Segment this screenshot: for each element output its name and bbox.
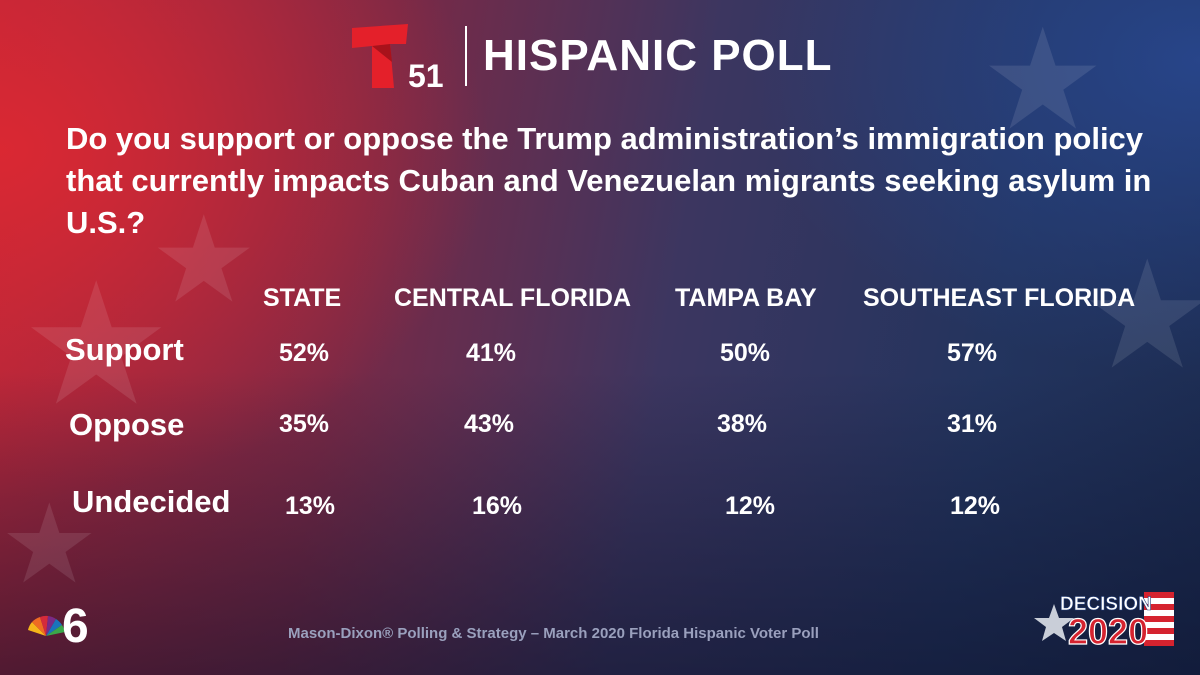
decision-year: 2020 — [1068, 611, 1148, 650]
star-decoration: ★ — [1080, 231, 1200, 399]
star-decoration: ★ — [20, 250, 173, 440]
telemundo-logo: 51 — [350, 22, 445, 94]
row-label-support: Support — [65, 332, 184, 367]
telemundo-t-icon — [352, 24, 408, 88]
cell-support-southeast-florida: 57% — [947, 339, 998, 367]
svg-text:6: 6 — [62, 600, 89, 646]
decision-2020-icon: DECISION 2020 — [1034, 592, 1174, 653]
cell-support-state: 52% — [279, 339, 330, 367]
cell-undecided-central-florida: 16% — [472, 492, 523, 520]
star-decoration: ★ — [150, 193, 258, 327]
cell-oppose-tampa-bay: 38% — [717, 410, 768, 438]
cell-oppose-central-florida: 43% — [464, 410, 515, 438]
cell-support-central-florida: 41% — [466, 339, 517, 367]
page-title: HISPANIC POLL — [483, 31, 833, 80]
header-divider — [465, 26, 467, 86]
row-label-undecided: Undecided — [72, 484, 231, 519]
cell-undecided-southeast-florida: 12% — [950, 492, 1001, 520]
cell-oppose-state: 35% — [279, 410, 330, 438]
column-header-tampa-bay: TAMPA BAY — [675, 284, 817, 312]
footer-source: Mason-Dixon® Polling & Strategy – March … — [288, 625, 819, 642]
decision-2020-logo: DECISION 2020 — [1032, 588, 1177, 653]
header: 51 HISPANIC POLL — [350, 22, 833, 94]
cell-undecided-tampa-bay: 12% — [725, 492, 776, 520]
poll-question: Do you support or oppose the Trump admin… — [66, 121, 1152, 240]
column-header-southeast-florida: SOUTHEAST FLORIDA — [863, 284, 1136, 312]
logo-number: 51 — [408, 58, 444, 94]
cell-support-tampa-bay: 50% — [720, 339, 771, 367]
column-header-state: STATE — [263, 284, 342, 312]
decision-label: DECISION — [1060, 594, 1152, 615]
cell-undecided-state: 13% — [285, 492, 336, 520]
cell-oppose-southeast-florida: 31% — [947, 410, 998, 438]
star-decoration: ★ — [0, 483, 99, 606]
star-decoration: ★ — [980, 1, 1106, 158]
nbc-6-logo: 6 — [26, 596, 96, 653]
column-header-central-florida: CENTRAL FLORIDA — [394, 284, 632, 312]
nbc-peacock-icon: 6 — [28, 600, 89, 653]
row-label-oppose: Oppose — [69, 407, 185, 442]
